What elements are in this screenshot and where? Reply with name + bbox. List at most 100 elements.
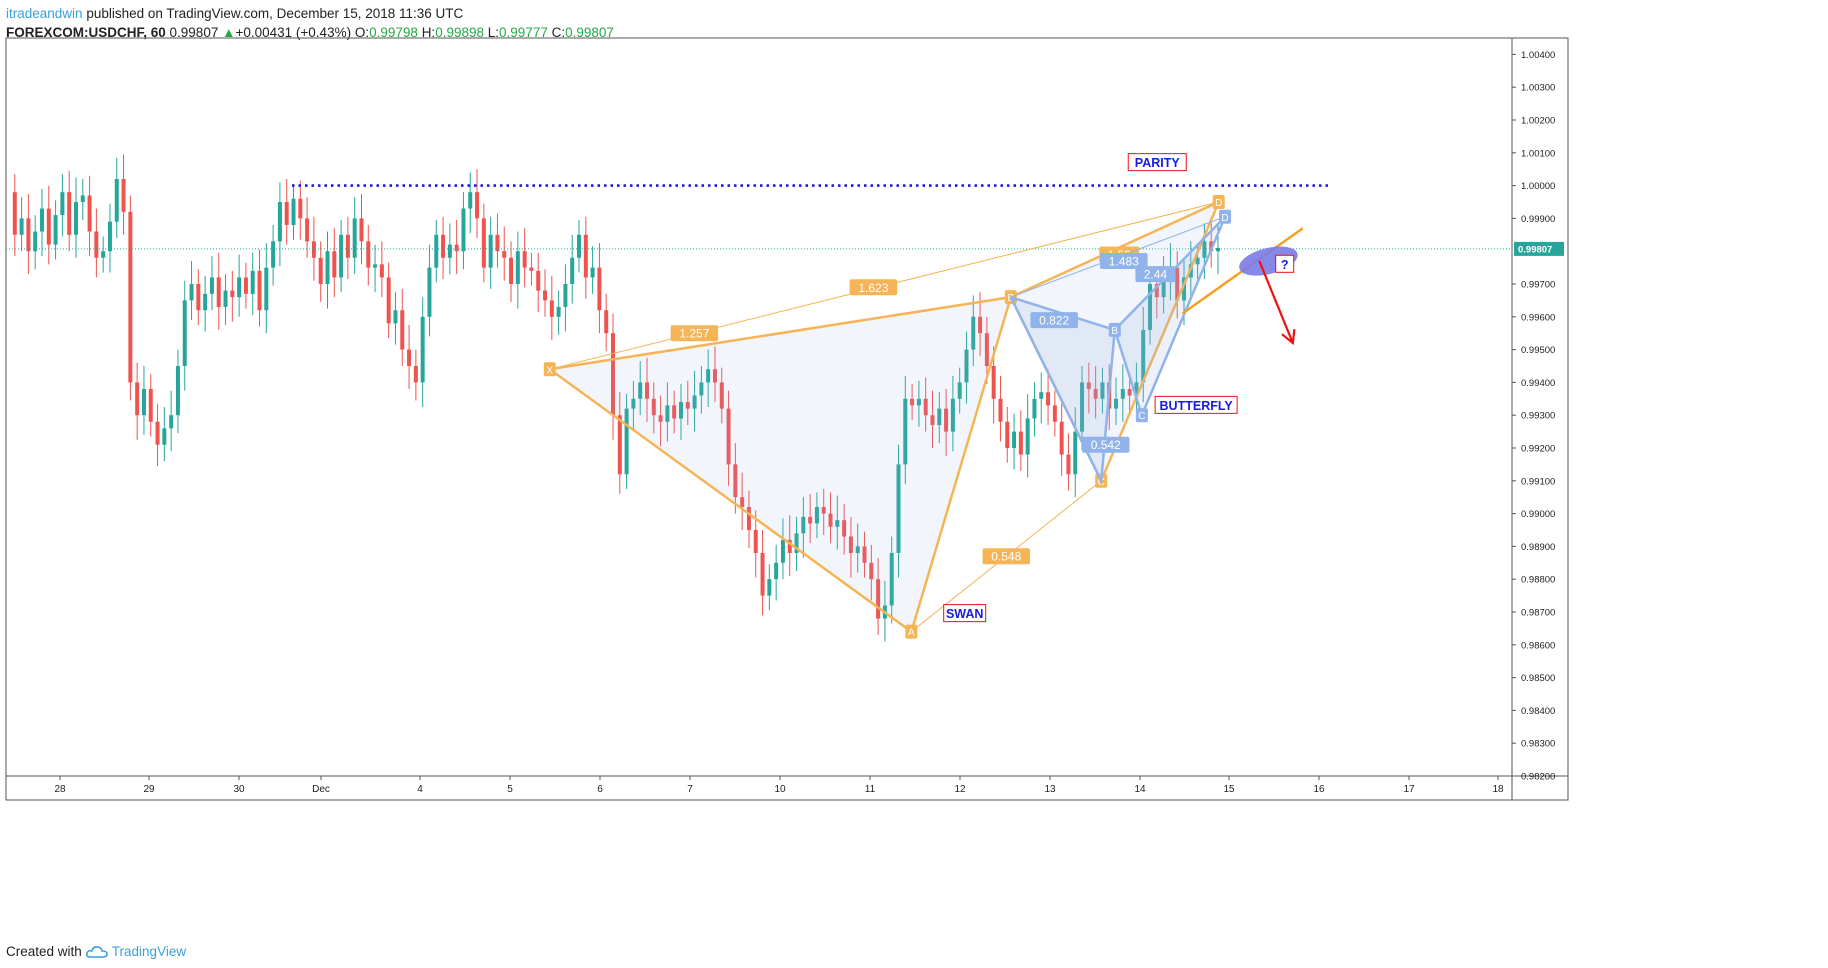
y-tick-label: 1.00100 [1521, 148, 1555, 159]
x-tick-label: 10 [774, 784, 786, 795]
candle-body [318, 257, 323, 284]
last-price: 0.99807 [169, 25, 219, 40]
annotation-box[interactable] [1154, 395, 1238, 414]
candle-body [26, 218, 31, 252]
ratio-label: 2.44 [1144, 268, 1168, 282]
y-tick-label: 0.99400 [1521, 378, 1555, 389]
y-tick-label: 0.99100 [1521, 476, 1555, 487]
candle-body [73, 202, 78, 235]
candle-body [1161, 277, 1166, 298]
candle-body [1052, 405, 1057, 422]
butterfly-fill-2 [1114, 216, 1226, 416]
candle-body [522, 251, 527, 268]
y-tick-label: 1.00200 [1521, 116, 1555, 127]
candle-body [543, 290, 548, 301]
candle-body [583, 234, 588, 278]
pattern-point-marker[interactable] [1135, 408, 1148, 423]
change-arrow-icon: ▲ [222, 25, 236, 40]
candle-body [223, 290, 228, 307]
candle-body [434, 234, 439, 268]
ratio-label: 1.623 [858, 281, 888, 295]
high-label: H: [421, 25, 436, 40]
candle-body [250, 270, 255, 294]
candle-body [896, 464, 901, 553]
annotation-box[interactable] [1275, 254, 1295, 273]
pattern-point-marker[interactable] [905, 624, 918, 639]
tradingview-brand-link[interactable]: TradingView [111, 944, 187, 959]
current-price-tag [1514, 241, 1564, 256]
open-value: 0.99798 [369, 25, 418, 40]
candle-body [712, 369, 717, 383]
candle-body [740, 497, 745, 508]
candle-body [889, 552, 894, 606]
annotation-label: PARITY [1135, 156, 1181, 170]
pattern-point-label: A [908, 628, 915, 639]
candle-body [1018, 431, 1023, 455]
footer: Created with TradingView [6, 944, 186, 959]
candle-body [175, 366, 180, 416]
candle-body [128, 211, 133, 383]
candle-body [447, 244, 452, 258]
candle-body [427, 267, 432, 317]
pattern-point-marker[interactable] [1219, 209, 1232, 224]
candle-body [1073, 431, 1078, 475]
pattern-point-marker[interactable] [543, 362, 556, 377]
candle-body [604, 310, 609, 334]
candle-body [19, 218, 24, 235]
candle-body [121, 179, 126, 212]
candle-body [461, 208, 466, 252]
candle-body [305, 218, 310, 242]
x-tick-label: 11 [865, 784, 876, 795]
x-tick-label: 17 [1403, 784, 1415, 795]
candle-body [468, 192, 473, 209]
open-label: O: [354, 25, 370, 40]
candle-body [1114, 398, 1119, 409]
candle-body [869, 562, 874, 580]
candle-body [441, 234, 446, 258]
candle-body [413, 366, 418, 383]
candle-body [685, 402, 690, 409]
annotation-label: ? [1281, 258, 1289, 272]
candle-body [855, 546, 860, 553]
publish-line: itradeandwin published on TradingView.co… [6, 4, 614, 23]
y-tick-label: 0.99900 [1521, 214, 1555, 225]
candle-body [257, 270, 262, 311]
candle-body [216, 277, 221, 307]
candle-body [1182, 277, 1187, 301]
candle-body [903, 398, 908, 465]
pattern-point-marker[interactable] [1212, 195, 1225, 209]
ratio-label: 0.542 [1091, 438, 1121, 452]
candle-body [230, 290, 235, 298]
x-tick-label: 4 [417, 784, 423, 795]
low-value: 0.99777 [499, 25, 548, 40]
candle-body [862, 546, 867, 563]
pattern-point-marker[interactable] [1108, 322, 1121, 337]
candle-body [495, 234, 500, 252]
annotation-box[interactable] [1127, 153, 1187, 172]
candle-body [481, 218, 486, 268]
candle-body [1148, 284, 1153, 330]
candle-body [991, 366, 996, 399]
candle-body [386, 277, 391, 324]
candle-body [549, 300, 554, 317]
y-tick-label: 0.99300 [1521, 411, 1555, 422]
x-tick-label: 15 [1223, 784, 1235, 795]
candle-body [325, 251, 330, 284]
ratio-badge [982, 548, 1031, 565]
candle-body [971, 316, 976, 350]
candle-body [454, 244, 459, 252]
y-tick-label: 1.00400 [1521, 50, 1555, 61]
candle-body [774, 562, 779, 580]
ratio-label: 0.548 [991, 550, 1021, 564]
annotation-label: SWAN [946, 607, 984, 621]
candle-body [502, 251, 507, 258]
high-value: 0.99898 [435, 25, 484, 40]
ratio-badge [1100, 253, 1148, 270]
annotation-box[interactable] [943, 604, 987, 623]
candle-body [746, 507, 751, 530]
candle-body [1093, 388, 1098, 399]
published-text: published on TradingView.com, December 1… [82, 6, 464, 21]
candle-body [393, 310, 398, 324]
author-link[interactable]: itradeandwin [6, 6, 83, 21]
